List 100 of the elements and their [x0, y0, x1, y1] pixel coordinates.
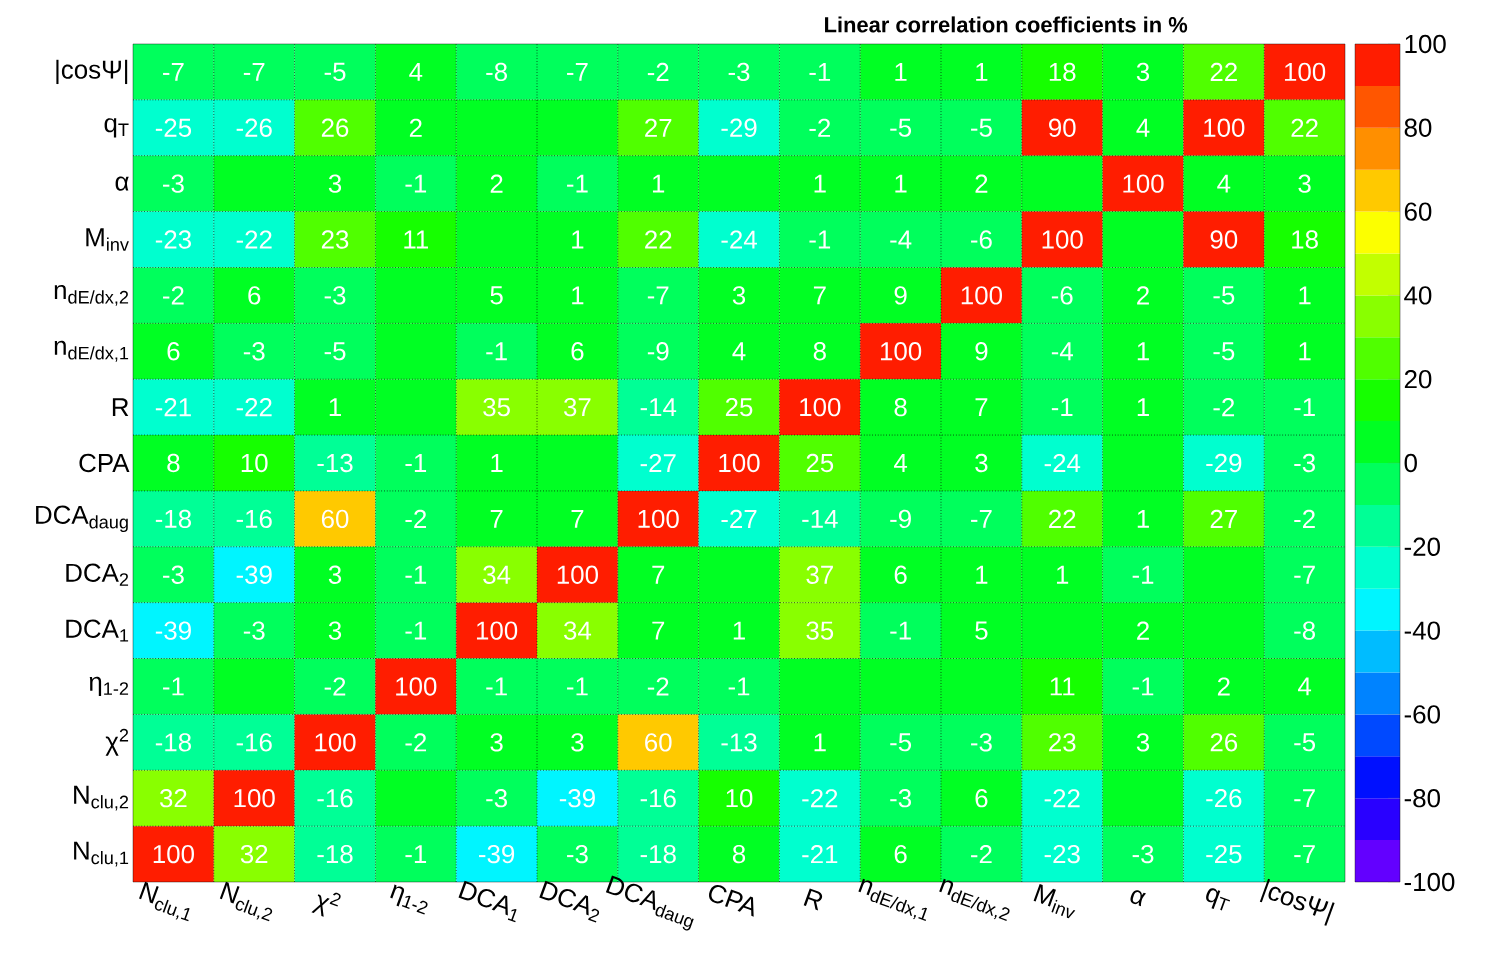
data-label: 22 — [645, 230, 672, 249]
data-label: 11 — [1050, 677, 1075, 696]
data-label: -39 — [236, 565, 272, 584]
data-label: 4 — [732, 342, 746, 361]
data-label: 8 — [732, 844, 746, 864]
y-tick-label: α — [115, 176, 129, 191]
data-label: 23 — [1049, 733, 1076, 752]
data-label: 4 — [1136, 118, 1150, 137]
data-label: -3 — [728, 62, 750, 82]
data-label: -18 — [155, 733, 191, 752]
y-tick-label: q$_{T}$ — [104, 118, 129, 138]
data-label: -3 — [243, 342, 265, 361]
data-label: 37 — [563, 397, 591, 417]
data-label: 26 — [1210, 733, 1238, 752]
data-label: 90 — [1210, 230, 1238, 249]
color-bar-label: -80 — [1404, 789, 1440, 808]
data-label: 3 — [571, 733, 584, 752]
data-label: 6 — [167, 342, 180, 361]
data-label: -7 — [163, 63, 184, 81]
data-label: 100 — [315, 733, 356, 752]
x-tick-label: N$_{clu,2}$ — [219, 881, 273, 922]
data-label: -18 — [155, 509, 191, 529]
color-bar-label: -20 — [1404, 537, 1440, 556]
data-label: 100 — [638, 509, 679, 529]
data-label: -3 — [1132, 844, 1154, 864]
y-tick-label: M$_{inv}$ — [86, 228, 129, 251]
data-label: -23 — [1044, 844, 1080, 864]
data-label: 8 — [167, 453, 180, 473]
data-label: -5 — [324, 62, 346, 81]
data-label: 100 — [557, 565, 598, 584]
data-label: 3 — [975, 453, 988, 473]
y-tick-label: N$_{clu,2}$ — [74, 785, 129, 811]
color-bar-label: 100 — [1405, 34, 1446, 54]
x-tick-label: N$_{clu,1}$ — [139, 881, 190, 922]
data-label: -5 — [1213, 286, 1235, 305]
data-label: -3 — [486, 789, 507, 808]
data-label: -26 — [1206, 789, 1242, 808]
data-label: 3 — [732, 286, 746, 305]
data-label: -3 — [163, 565, 184, 584]
data-label: 32 — [240, 844, 268, 864]
data-label: -1 — [163, 677, 184, 696]
data-label: -3 — [890, 789, 911, 808]
data-label: 6 — [894, 844, 907, 864]
data-label: -5 — [971, 118, 992, 137]
data-label: 3 — [328, 565, 342, 584]
data-label: 27 — [1210, 509, 1237, 528]
chart-title: Linear correlation coefficients in % — [825, 16, 1188, 33]
x-tick-label: R — [803, 888, 823, 911]
data-label: -16 — [236, 733, 272, 752]
data-label: -22 — [236, 230, 272, 249]
color-bar-label: -60 — [1404, 705, 1440, 724]
data-label: 18 — [1049, 62, 1076, 82]
data-label: -2 — [405, 733, 427, 752]
data-label: -26 — [236, 118, 272, 137]
data-label: -5 — [890, 118, 912, 137]
data-label: 7 — [975, 398, 988, 417]
data-label: -29 — [1206, 453, 1242, 473]
y-tick-label: DCA$_{2}$ — [66, 563, 129, 586]
data-label: -3 — [324, 286, 346, 305]
data-label: -1 — [1294, 398, 1315, 417]
data-label: -1 — [1132, 565, 1154, 584]
data-label: -1 — [405, 454, 427, 472]
x-tick-label: CPA — [708, 884, 754, 917]
data-label: 7 — [652, 621, 665, 640]
data-label: -8 — [1294, 621, 1316, 640]
color-bar-label: 20 — [1404, 370, 1432, 389]
data-label: 1 — [572, 286, 584, 305]
data-label: 26 — [321, 118, 349, 137]
data-label: -14 — [802, 509, 838, 528]
y-tick-label: N$_{clu,1}$ — [74, 841, 129, 867]
data-label: -1 — [405, 174, 427, 193]
data-label: 1 — [976, 565, 988, 584]
data-label: 3 — [328, 621, 342, 640]
color-bar-label: 60 — [1404, 202, 1432, 221]
data-label: 1 — [652, 174, 665, 193]
data-label: -1 — [567, 174, 588, 193]
data-label: 1 — [1299, 286, 1311, 305]
data-label: -39 — [559, 789, 595, 808]
data-label: 100 — [719, 453, 760, 473]
data-label: -5 — [890, 733, 912, 752]
color-bar-label: -40 — [1404, 621, 1440, 640]
y-tick-label: |cosΨ| — [56, 59, 128, 85]
x-tick-label: η$_{1-2}$ — [390, 884, 428, 915]
data-label: 60 — [645, 733, 672, 752]
data-label: 5 — [975, 621, 988, 640]
data-label: 25 — [806, 453, 834, 473]
data-label: 3 — [1298, 174, 1311, 193]
data-label: -39 — [155, 621, 191, 640]
data-label: 18 — [1292, 230, 1318, 249]
data-label: 100 — [880, 342, 922, 361]
data-label: 1 — [733, 621, 745, 640]
data-label: -24 — [1044, 453, 1081, 473]
data-label: 34 — [563, 621, 592, 640]
data-label: -1 — [567, 677, 588, 696]
data-label: -7 — [243, 63, 265, 81]
data-label: -5 — [1213, 342, 1235, 361]
data-label: 4 — [894, 454, 908, 472]
data-label: 1 — [976, 63, 988, 81]
data-label: 9 — [975, 342, 988, 361]
data-label: 3 — [1136, 62, 1150, 82]
